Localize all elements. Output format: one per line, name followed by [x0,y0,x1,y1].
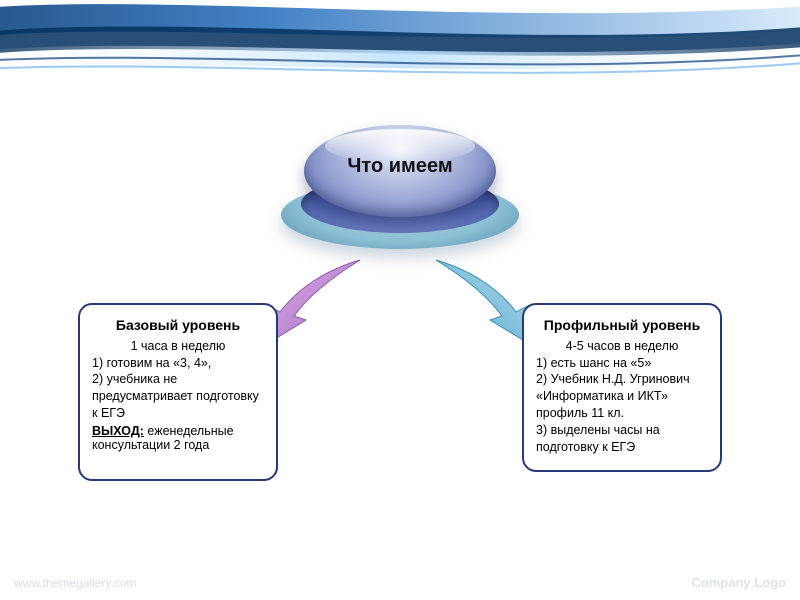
panel-left-out: ВЫХОД: еженедельные консультации 2 года [92,424,264,452]
panel-right-list: 1) есть шанс на «5»2) Учебник Н.Д. Угрин… [536,355,708,456]
watermark-left: www.themegallery.com [14,576,136,590]
slide-canvas: Что имеем Базовый уровен [0,0,800,600]
list-item: 2) учебника не предусматривает подготовк… [92,371,264,422]
list-item: 1) есть шанс на «5» [536,355,708,372]
top-banner [0,0,800,84]
panel-basic-level: Базовый уровень 1 часа в неделю 1) готов… [78,303,278,481]
panel-profile-level: Профильный уровень 4-5 часов в неделю 1)… [522,303,722,472]
watermark-right: Company Logo [691,575,786,590]
panel-left-list: 1) готовим на «3, 4»,2) учебника не пред… [92,355,264,423]
center-label: Что имеем [347,155,452,178]
panel-left-out-label: ВЫХОД: [92,424,144,438]
panel-left-title: Базовый уровень [92,317,264,335]
list-item: 1) готовим на «3, 4», [92,355,264,372]
panel-left-subtitle: 1 часа в неделю [92,339,264,353]
list-item: 3) выделены часы на подготовку к ЕГЭ [536,422,708,456]
list-item: 2) Учебник Н.Д. Угринович «Информатика и… [536,371,708,422]
panel-right-title: Профильный уровень [536,317,708,335]
panel-right-subtitle: 4-5 часов в неделю [536,339,708,353]
